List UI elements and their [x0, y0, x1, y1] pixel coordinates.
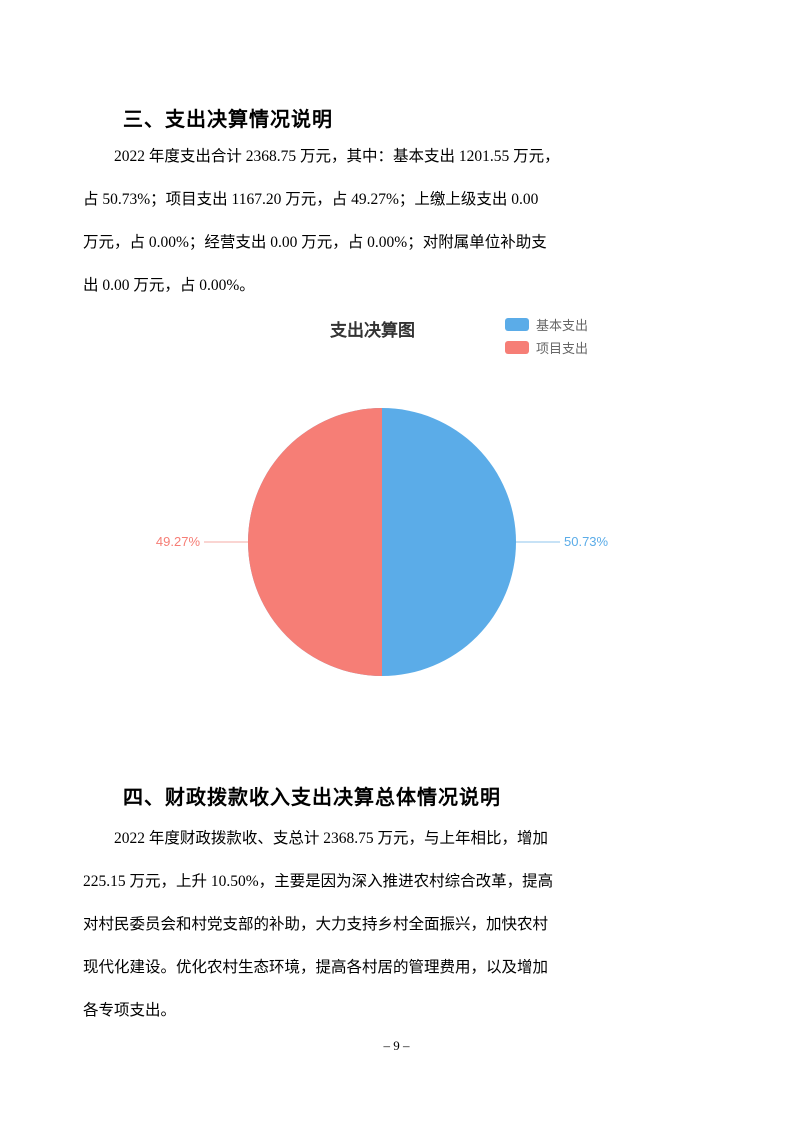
svg-text:50.73%: 50.73% [564, 534, 609, 549]
svg-text:49.27%: 49.27% [156, 534, 201, 549]
